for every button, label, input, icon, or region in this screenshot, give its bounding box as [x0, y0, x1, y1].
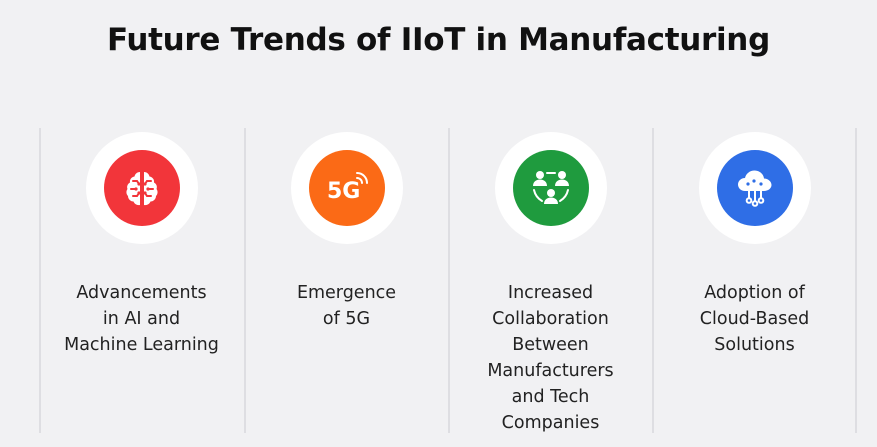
trend-label: Advancements in AI and Machine Learning [64, 283, 219, 355]
icon-ring [698, 132, 811, 244]
trend-label: Emergence of 5G [296, 283, 397, 329]
icon-disc [103, 150, 180, 226]
icon-ring [85, 132, 198, 244]
trend-card-5g: 5G Emergence of 5G [245, 0, 448, 447]
icon-ring: 5G [290, 132, 403, 244]
trend-label: Adoption of Cloud-Based Solutions [699, 283, 810, 355]
trend-card-ai: Advancements in AI and Machine Learning [40, 0, 243, 447]
icon-disc [512, 150, 589, 226]
5g-icon: 5G [327, 172, 368, 204]
column-divider [39, 128, 41, 433]
icon-disc: 5G [308, 150, 385, 226]
column-divider [652, 128, 654, 433]
5g-icon-text: 5G [327, 179, 360, 204]
collaboration-icon [532, 171, 569, 204]
cloud-network-icon [737, 170, 771, 207]
column-divider [855, 128, 857, 433]
column-divider [448, 128, 450, 433]
brain-icon [125, 172, 158, 206]
icon-ring [494, 132, 607, 244]
trend-card-cloud: Adoption of Cloud-Based Solutions [653, 0, 856, 447]
icon-disc [716, 150, 793, 226]
column-divider [244, 128, 246, 433]
page-title: Future Trends of IIoT in Manufacturing [107, 22, 770, 58]
trend-card-collaboration: Increased Collaboration Between Manufact… [449, 0, 652, 447]
trend-label: Increased Collaboration Between Manufact… [487, 283, 614, 433]
